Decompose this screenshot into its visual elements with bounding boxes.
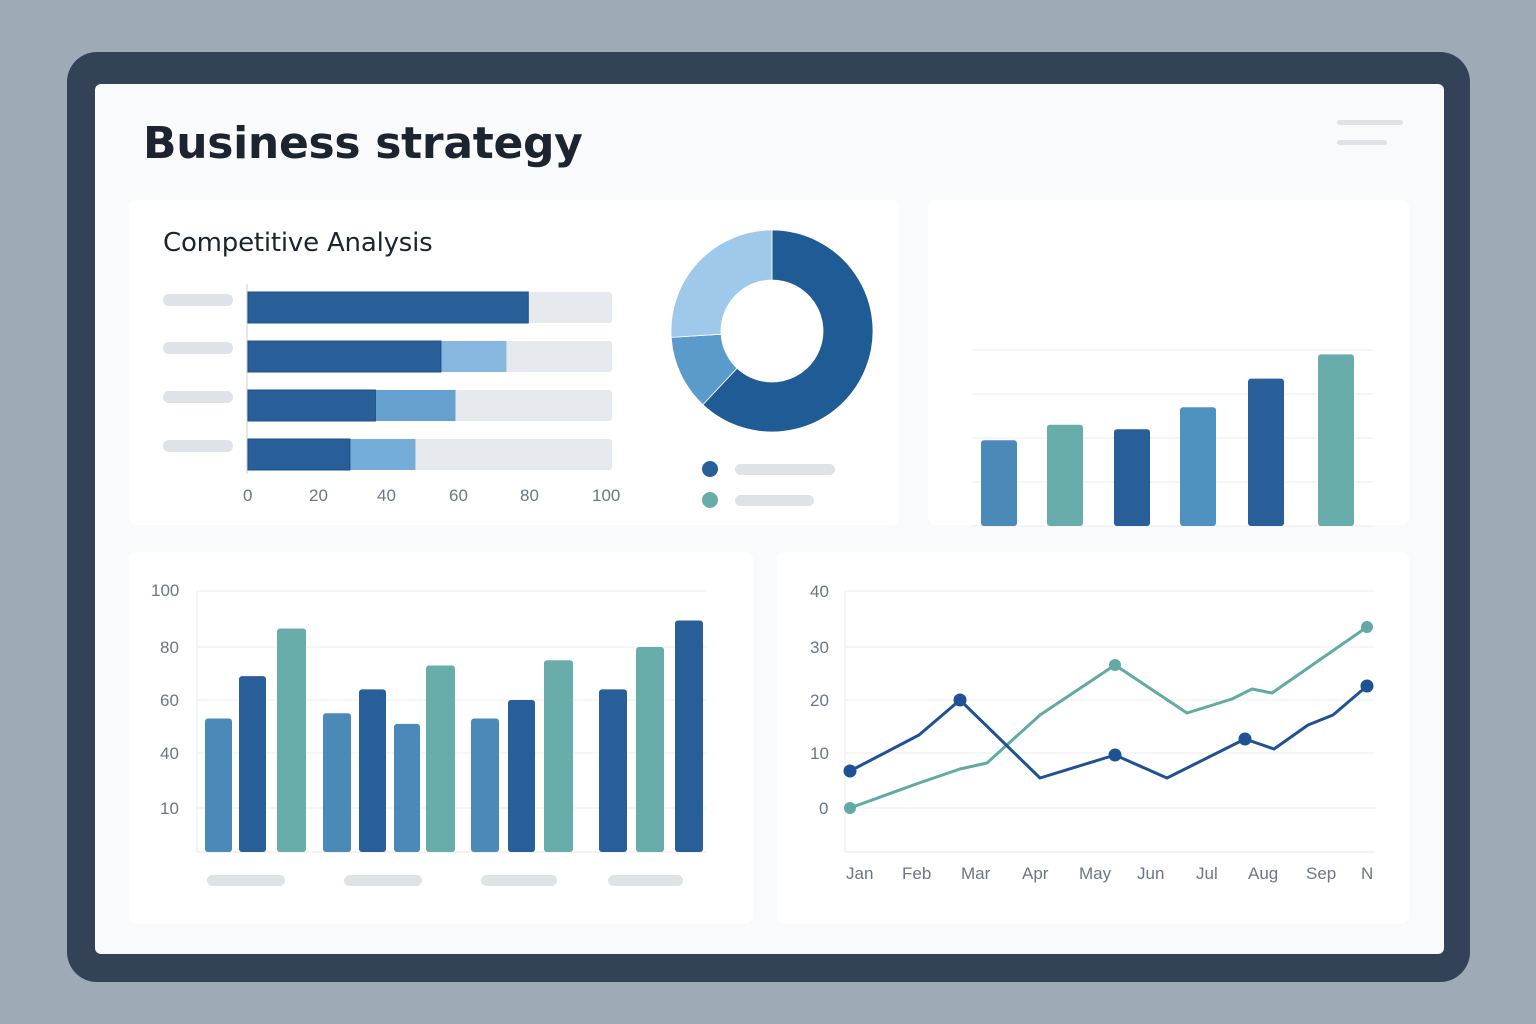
x-tick: 40 <box>377 486 396 505</box>
bar[interactable] <box>1180 407 1216 526</box>
bar-segment-primary[interactable] <box>247 389 376 422</box>
row-label-placeholder <box>163 440 233 452</box>
donut-slice[interactable] <box>670 229 773 338</box>
grouped-bar-chart <box>196 590 707 886</box>
hamburger-menu-icon[interactable] <box>1335 118 1405 148</box>
row-label-placeholder <box>163 294 233 306</box>
row-label-placeholder <box>163 342 233 354</box>
x-tick: Sep <box>1306 864 1337 883</box>
line-chart <box>843 590 1375 853</box>
x-tick: 0 <box>243 486 253 505</box>
x-tick: N <box>1361 864 1374 883</box>
x-tick: Jun <box>1137 864 1165 883</box>
x-tick: 80 <box>520 486 539 505</box>
y-tick: 10 <box>810 744 829 763</box>
donut-chart <box>670 229 874 433</box>
group-label-placeholder <box>608 875 683 886</box>
data-point[interactable] <box>1109 659 1121 671</box>
data-point[interactable] <box>953 693 967 707</box>
x-tick: 20 <box>309 486 328 505</box>
bar-segment-primary[interactable] <box>247 340 442 373</box>
bar-segment-secondary[interactable] <box>440 341 507 372</box>
x-tick: Apr <box>1022 864 1049 883</box>
group-label-placeholder <box>207 875 285 886</box>
group-label-placeholder <box>344 875 422 886</box>
bar[interactable] <box>1248 378 1284 526</box>
bar[interactable] <box>471 718 499 852</box>
bar-segment-primary[interactable] <box>247 291 529 324</box>
growth-bar-card <box>928 200 1409 567</box>
bar[interactable] <box>426 665 455 852</box>
bar[interactable] <box>205 718 232 852</box>
data-point[interactable] <box>1238 732 1252 746</box>
bar[interactable] <box>239 676 266 852</box>
x-tick: Mar <box>961 864 991 883</box>
bar[interactable] <box>323 713 351 852</box>
donut-legend <box>702 461 835 508</box>
bar[interactable] <box>508 700 535 852</box>
line-chart-card: 40 30 20 10 0 Jan Feb Mar Apr May Jun Ju… <box>777 552 1409 924</box>
y-tick: 30 <box>810 638 829 657</box>
row-label-placeholder <box>163 391 233 403</box>
y-tick: 10 <box>160 799 179 818</box>
bar[interactable] <box>981 440 1017 526</box>
competitive-analysis-card: Competitive Analysis 0 20 40 60 80 100 <box>129 200 899 525</box>
dashboard-screen: Business strategy Competitive Analysis 0… <box>95 84 1444 954</box>
bar[interactable] <box>1114 429 1150 526</box>
bar-segment-secondary[interactable] <box>349 439 416 470</box>
card-title: Competitive Analysis <box>163 228 433 258</box>
y-tick: 40 <box>810 582 829 601</box>
x-tick: Feb <box>902 864 932 883</box>
donut-slice[interactable] <box>702 229 874 433</box>
data-point[interactable] <box>1360 679 1374 693</box>
page-title: Business strategy <box>143 118 583 169</box>
line-series-teal[interactable] <box>849 625 1368 810</box>
line-series-dark[interactable] <box>849 684 1368 780</box>
group-label-placeholder <box>481 875 557 886</box>
x-tick: May <box>1079 864 1112 883</box>
bar-segment-secondary[interactable] <box>375 390 456 421</box>
vertical-bar-chart <box>972 349 1374 567</box>
y-tick: 40 <box>160 744 179 763</box>
menu-line <box>1337 140 1387 145</box>
y-tick: 80 <box>160 638 179 657</box>
data-point[interactable] <box>843 764 857 778</box>
bar[interactable] <box>599 689 627 852</box>
bar[interactable] <box>277 628 306 852</box>
y-tick: 100 <box>151 581 180 600</box>
bar[interactable] <box>359 689 386 852</box>
bar-segment-primary[interactable] <box>247 438 351 471</box>
bar[interactable] <box>394 723 420 852</box>
bar[interactable] <box>675 620 703 853</box>
grouped-bar-card: 100 80 60 40 10 <box>129 552 753 924</box>
x-tick: Jan <box>846 864 874 883</box>
bar[interactable] <box>544 660 573 852</box>
x-tick: Jul <box>1196 864 1218 883</box>
bar[interactable] <box>636 647 664 852</box>
data-point[interactable] <box>1108 748 1122 762</box>
bar[interactable] <box>1318 354 1354 526</box>
x-tick: Aug <box>1248 864 1279 883</box>
y-tick: 20 <box>810 691 829 710</box>
x-tick: 60 <box>449 486 468 505</box>
x-tick: 100 <box>592 486 621 505</box>
y-tick: 0 <box>819 799 829 818</box>
bar[interactable] <box>1047 424 1083 526</box>
y-tick: 60 <box>160 691 179 710</box>
data-point[interactable] <box>844 802 856 814</box>
data-point[interactable] <box>1361 621 1373 633</box>
horizontal-stacked-bar-chart <box>246 284 612 474</box>
menu-line <box>1337 120 1403 125</box>
